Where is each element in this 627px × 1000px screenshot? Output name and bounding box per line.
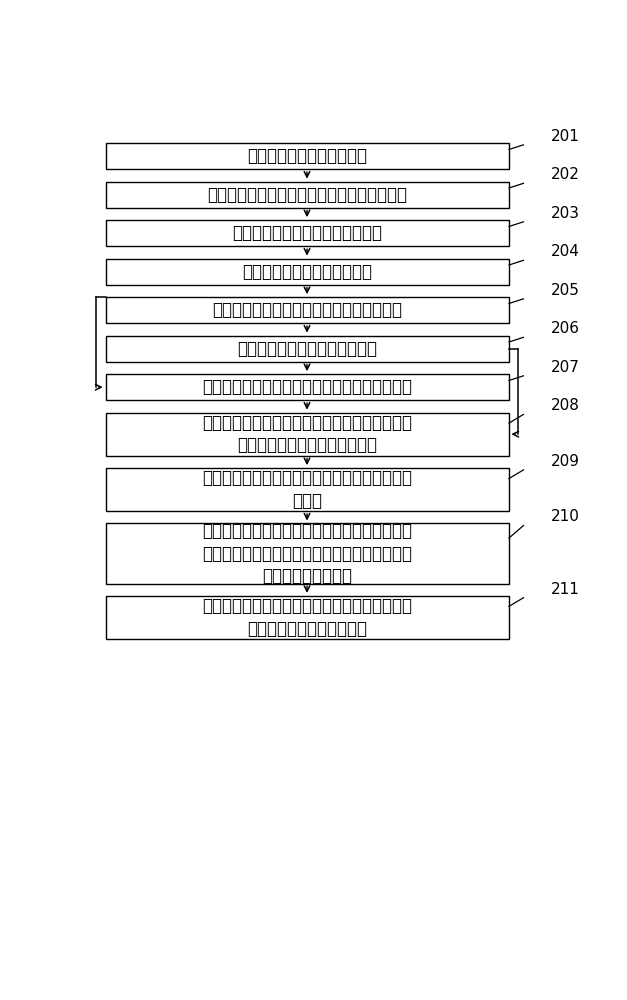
Text: 211: 211 [551,582,580,597]
Bar [105,220,508,246]
Bar [105,523,508,584]
Bar [105,182,508,208]
Bar [105,297,508,323]
Bar [105,374,508,400]
Text: 204: 204 [551,244,580,259]
Text: 205: 205 [551,283,580,298]
Text: 使用厚度测量仪器测量钞票不同位置的厚度值: 使用厚度测量仪器测量钞票不同位置的厚度值 [207,186,407,204]
Text: 设定该几何模型的固定约束条件: 设定该几何模型的固定约束条件 [237,340,377,358]
Text: 建立该钞票模型与对应测量装置的几何模型: 建立该钞票模型与对应测量装置的几何模型 [212,301,402,319]
Text: 测量钞票两端的悬臂梁挠度: 测量钞票两端的悬臂梁挠度 [247,147,367,165]
Text: 206: 206 [551,321,580,336]
Bar [105,143,508,169]
Bar [105,413,508,456]
Text: 203: 203 [551,206,580,221]
Text: 210: 210 [551,509,580,524]
Text: 通过数据拟合的方法根据该弯曲挠度数组和预设
的弹性模量数组，拟合出钞票的弹性模量与弯曲
挠度之间的关系公式: 通过数据拟合的方法根据该弯曲挠度数组和预设 的弹性模量数组，拟合出钞票的弹性模量… [202,522,412,585]
Bar [105,468,508,511]
Text: 设置该钞票模型与对应测量装置之间的接触参数: 设置该钞票模型与对应测量装置之间的接触参数 [202,378,412,396]
Text: 对该钞票模型设置重力加速度: 对该钞票模型设置重力加速度 [242,263,372,281]
Text: 根据设定的求解时间和求解时间步长对该几何模
型进行仿真运算，得到仿真结果: 根据设定的求解时间和求解时间步长对该几何模 型进行仿真运算，得到仿真结果 [202,414,412,454]
Text: 从该仿真结果中提取出对应的钞票两端的弯曲挠
度数组: 从该仿真结果中提取出对应的钞票两端的弯曲挠 度数组 [202,470,412,510]
Text: 根据该厚度值建立对应的钞票模型: 根据该厚度值建立对应的钞票模型 [232,224,382,242]
Text: 208: 208 [551,398,580,413]
Text: 207: 207 [551,360,580,375]
Text: 209: 209 [551,454,580,469]
Bar [105,596,508,639]
Text: 201: 201 [551,129,580,144]
Text: 202: 202 [551,167,580,182]
Bar [105,259,508,285]
Text: 将该悬臂梁挠度作为弯曲挠度代入该关系公式，
计算得到该钞票的弹性模量: 将该悬臂梁挠度作为弯曲挠度代入该关系公式， 计算得到该钞票的弹性模量 [202,597,412,638]
Bar [105,336,508,362]
